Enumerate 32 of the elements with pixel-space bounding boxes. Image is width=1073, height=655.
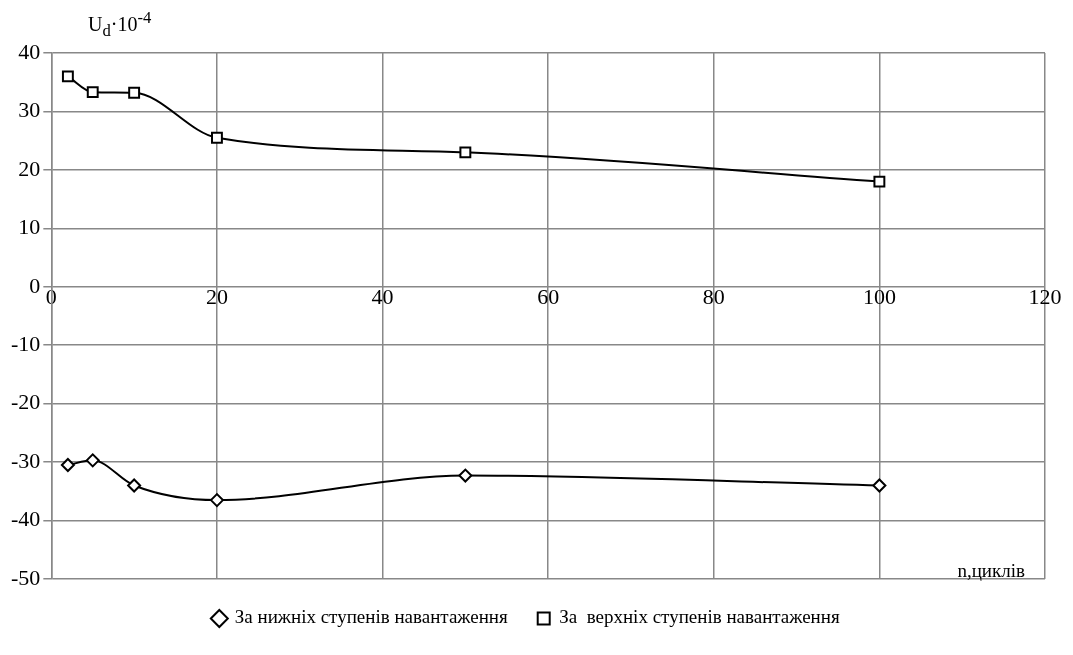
legend-label: За верхніх ступенів навантаження [559,606,840,628]
x-tick-label: 40 [371,283,394,309]
point [127,478,142,493]
x-tick-label: 120 [1028,283,1062,309]
x-tick-label: 20 [205,283,228,309]
x-tick-label: 80 [702,283,725,309]
point [872,478,887,493]
y-tick-label: -20 [11,389,41,415]
x-tick-label: 60 [537,283,560,309]
y-tick-label: 10 [18,214,41,240]
point [459,146,472,159]
y-axis-title: U$_{d}$·10$^{-4}$ [88,8,152,41]
point [209,493,224,508]
y-tick-label: -40 [11,506,41,532]
y-tick-label: -50 [11,564,41,590]
point [85,453,100,468]
point [128,86,141,99]
x-axis-title: n,циклів [957,560,1025,582]
point [210,131,223,144]
point [60,458,75,473]
y-tick-label: -30 [11,447,41,473]
legend-label: За нижніх ступенів навантаження [234,606,508,628]
y-tick-label: 40 [18,38,41,64]
y-tick-label: -10 [11,331,41,356]
x-tick-label: 0 [45,283,57,309]
x-tick-label: 100 [862,283,896,309]
point [86,86,99,99]
y-tick-label: 30 [18,97,41,123]
point [873,175,886,188]
point [458,468,473,483]
y-tick-label: 20 [18,155,41,181]
point [61,70,74,83]
